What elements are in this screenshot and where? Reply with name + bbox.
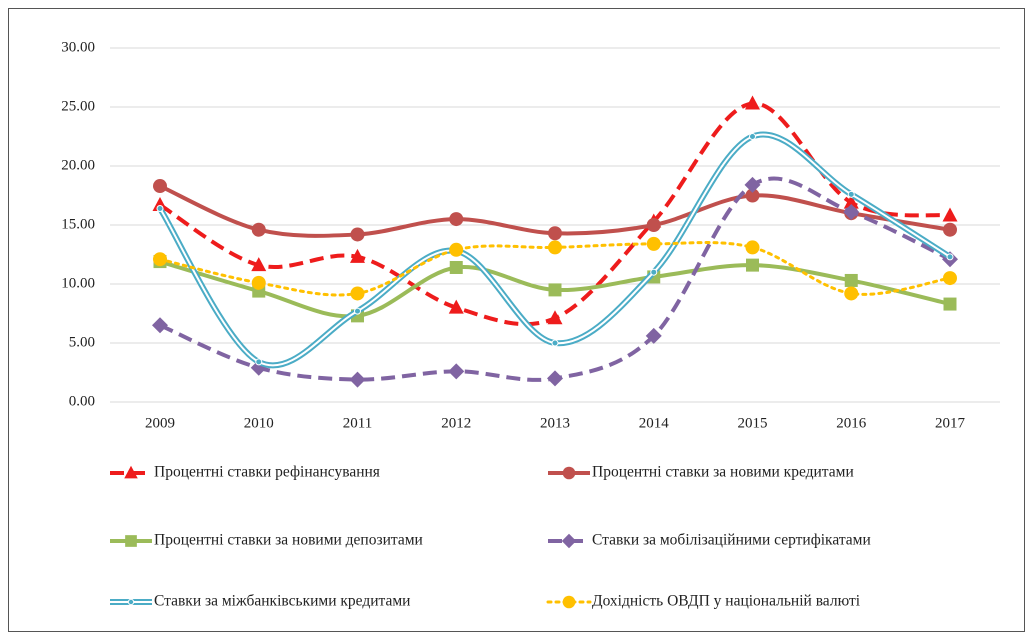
marker — [744, 176, 761, 193]
marker — [125, 535, 137, 547]
x-tick-label: 2009 — [145, 415, 175, 431]
marker — [943, 297, 957, 311]
x-tick-label: 2013 — [540, 415, 570, 431]
marker — [646, 236, 661, 251]
series — [156, 131, 954, 369]
x-tick-label: 2011 — [343, 415, 372, 431]
x-tick-label: 2014 — [639, 415, 670, 431]
marker — [547, 370, 563, 387]
marker — [650, 268, 658, 276]
marker — [547, 310, 563, 325]
marker — [153, 179, 167, 194]
marker — [350, 227, 365, 242]
legend-label: Дохідність ОВДП у національній валюті — [592, 593, 861, 610]
marker — [449, 242, 464, 257]
marker — [745, 95, 760, 110]
marker — [448, 363, 465, 380]
marker — [646, 218, 661, 232]
marker — [251, 222, 266, 237]
marker — [152, 317, 168, 334]
marker — [844, 286, 859, 301]
legend: Процентні ставки рефінансування Процентні… — [110, 464, 871, 610]
marker — [843, 194, 859, 209]
marker — [745, 240, 760, 255]
marker — [354, 307, 361, 315]
legend-item: Процентні ставки за новими кредитами — [548, 464, 854, 481]
marker — [350, 286, 365, 301]
legend-label: Процентні ставки рефінансування — [154, 464, 380, 481]
series — [153, 179, 957, 242]
marker — [551, 339, 559, 347]
y-tick-label: 25.00 — [61, 98, 95, 114]
marker — [350, 248, 365, 263]
marker — [562, 595, 576, 609]
y-tick-label: 30.00 — [61, 39, 95, 55]
marker — [449, 212, 464, 227]
marker — [153, 252, 167, 267]
marker — [251, 257, 267, 272]
y-tick-label: 15.00 — [61, 216, 95, 232]
marker — [251, 275, 266, 290]
legend-item: Процентні ставки за новими депозитами — [110, 532, 423, 549]
marker — [843, 204, 860, 221]
marker — [749, 133, 756, 140]
marker — [349, 371, 366, 388]
legend-label: Ставки за мобілізаційними сертифікатами — [592, 532, 871, 549]
x-tick-label: 2016 — [836, 415, 867, 431]
marker — [255, 358, 263, 366]
y-tick-label: 10.00 — [61, 275, 95, 291]
marker — [448, 299, 464, 314]
marker — [746, 258, 759, 272]
legend-label: Процентні ставки за новими депозитами — [154, 532, 423, 549]
frame — [8, 8, 1025, 632]
legend-label: Процентні ставки за новими кредитами — [592, 464, 854, 481]
marker — [449, 260, 463, 274]
legend-item: Процентні ставки рефінансування — [110, 464, 380, 481]
marker — [124, 465, 138, 479]
legend-item: Ставки за мобілізаційними сертифікатами — [548, 532, 871, 549]
legend-item: Дохідність ОВДП у національній валюті — [546, 593, 861, 610]
marker — [152, 196, 168, 211]
marker — [844, 273, 858, 287]
x-tick-label: 2012 — [441, 415, 471, 431]
marker — [847, 190, 855, 198]
y-tick-label: 20.00 — [61, 157, 95, 173]
series — [153, 236, 957, 301]
x-tick-label: 2017 — [935, 415, 966, 431]
legend-label: Ставки за міжбанківськими кредитами — [154, 593, 410, 610]
legend-item: Ставки за міжбанківськими кредитами — [110, 593, 410, 610]
marker — [156, 204, 164, 212]
marker — [548, 226, 562, 241]
x-tick-label: 2015 — [738, 415, 768, 431]
marker — [548, 283, 562, 297]
marker — [645, 327, 662, 344]
marker — [942, 207, 958, 222]
marker — [561, 533, 577, 549]
marker — [548, 240, 562, 255]
y-tick-label: 0.00 — [69, 393, 95, 409]
marker — [946, 253, 954, 261]
x-tick-label: 2010 — [244, 415, 274, 431]
marker — [127, 598, 135, 606]
marker — [745, 188, 760, 203]
y-tick-label: 5.00 — [69, 334, 95, 350]
marker — [562, 466, 576, 480]
marker — [943, 271, 957, 286]
line — [159, 176, 951, 382]
marker — [943, 222, 957, 237]
